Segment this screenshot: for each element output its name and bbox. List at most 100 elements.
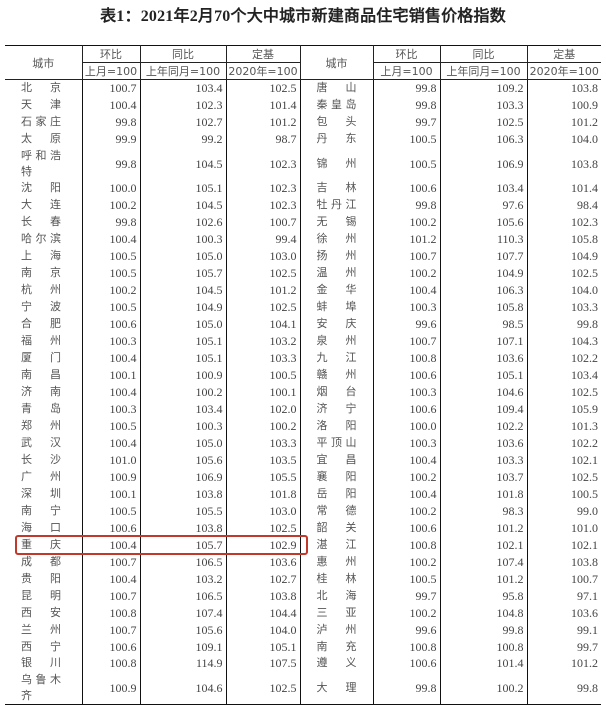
- city-name: 惠州: [316, 554, 357, 568]
- right-base-cell: 100.7: [526, 570, 601, 588]
- header-yoy: 同比: [439, 45, 528, 63]
- table-row: 深圳 100.1 103.8 101.8 岳阳 100.4 101.8 100.5: [5, 485, 601, 503]
- left-city-cell: 海口: [5, 519, 83, 537]
- left-base-cell: 100.1: [225, 383, 301, 401]
- right-mom-cell: 100.5: [372, 147, 441, 180]
- right-mom-cell: 100.2: [372, 502, 441, 520]
- left-mom-cell: 99.8: [81, 113, 141, 131]
- right-city-cell: 锦州: [299, 147, 374, 180]
- table-row: 长春 99.8 102.6 100.7 无锡 100.2 105.6 102.3: [5, 213, 601, 231]
- left-base-cell: 102.5: [225, 671, 301, 705]
- left-base-cell: 102.0: [225, 400, 301, 418]
- subheader-base: 2020年=100: [225, 62, 301, 80]
- left-city-cell: 长沙: [5, 451, 83, 469]
- right-base-cell: 102.1: [526, 451, 601, 469]
- table-row: 大连 100.2 104.5 102.3 牡丹江 99.8 97.6 98.4: [5, 196, 601, 214]
- left-city-cell: 西安: [5, 604, 83, 622]
- left-yoy-cell: 100.3: [139, 230, 227, 248]
- left-mom-cell: 100.9: [81, 671, 141, 705]
- right-base-cell: 101.2: [526, 113, 601, 131]
- left-mom-cell: 100.1: [81, 485, 141, 503]
- city-name: 北海: [316, 588, 357, 602]
- left-base-cell: 102.5: [225, 519, 301, 537]
- table-row: 武汉 100.4 105.0 103.3 平顶山 100.3 103.6 102.2: [5, 434, 601, 452]
- city-name: 扬州: [316, 249, 357, 263]
- table-row: 广州 100.9 106.9 105.5 襄阳 100.2 103.7 102.5: [5, 468, 601, 486]
- right-base-cell: 104.9: [526, 247, 601, 265]
- left-city-cell: 杭州: [5, 281, 83, 299]
- right-city-cell: 宜昌: [299, 451, 374, 469]
- left-base-cell: 100.2: [225, 417, 301, 435]
- left-city-cell: 南宁: [5, 502, 83, 520]
- left-city-cell: 哈尔滨: [5, 230, 83, 248]
- right-mom-cell: 100.6: [372, 366, 441, 384]
- left-base-cell: 102.3: [225, 196, 301, 214]
- table-row: 呼和浩特 99.8 104.5 102.3 锦州 100.5 106.9 103.8: [5, 147, 601, 180]
- left-city-cell: 厦门: [5, 349, 83, 367]
- city-name: 泸州: [316, 622, 357, 636]
- right-city-cell: 唐山: [299, 79, 374, 97]
- right-city-cell: 秦皇岛: [299, 96, 374, 114]
- left-base-cell: 102.9: [225, 536, 301, 554]
- right-yoy-cell: 98.5: [439, 315, 528, 333]
- left-city-cell: 昆明: [5, 587, 83, 605]
- left-mom-cell: 100.5: [81, 502, 141, 520]
- left-city-cell: 宁波: [5, 298, 83, 316]
- city-name: 金华: [316, 283, 357, 297]
- right-base-cell: 103.3: [526, 298, 601, 316]
- right-city-cell: 惠州: [299, 553, 374, 571]
- right-base-cell: 99.7: [526, 638, 601, 655]
- city-name: 常德: [316, 503, 357, 517]
- city-name: 南宁: [21, 503, 61, 517]
- table-row: 哈尔滨 100.4 100.3 99.4 徐州 101.2 110.3 105.8: [5, 230, 601, 248]
- city-name: 杭州: [21, 283, 61, 297]
- right-base-cell: 104.3: [526, 332, 601, 350]
- city-name: 上海: [21, 249, 61, 263]
- left-yoy-cell: 105.7: [139, 264, 227, 282]
- city-name: 昆明: [21, 588, 61, 602]
- right-city-cell: 济宁: [299, 400, 374, 418]
- right-yoy-cell: 106.3: [439, 130, 528, 148]
- left-yoy-cell: 109.1: [139, 638, 227, 655]
- left-mom-cell: 100.7: [81, 79, 141, 97]
- right-yoy-cell: 101.4: [439, 655, 528, 672]
- left-base-cell: 103.3: [225, 434, 301, 452]
- left-mom-cell: 100.4: [81, 536, 141, 554]
- city-name: 青岛: [21, 401, 61, 415]
- right-city-cell: 常德: [299, 502, 374, 520]
- right-city-cell: 泸州: [299, 621, 374, 639]
- city-name: 乌鲁木齐: [21, 672, 61, 702]
- right-mom-cell: 100.7: [372, 247, 441, 265]
- left-city-cell: 合肥: [5, 315, 83, 333]
- left-mom-cell: 100.8: [81, 604, 141, 622]
- city-name: 唐山: [316, 81, 357, 95]
- left-base-cell: 99.4: [225, 230, 301, 248]
- subheader-row: 上月=100 上年同月=100 2020年=100 上月=100 上年同月=10…: [5, 62, 601, 80]
- city-name: 襄阳: [316, 469, 357, 483]
- left-mom-cell: 100.4: [81, 96, 141, 114]
- left-mom-cell: 100.5: [81, 247, 141, 265]
- left-mom-cell: 99.8: [81, 213, 141, 231]
- right-base-cell: 102.3: [526, 213, 601, 231]
- right-yoy-cell: 102.2: [439, 417, 528, 435]
- left-mom-cell: 99.9: [81, 130, 141, 148]
- right-mom-cell: 100.7: [372, 332, 441, 350]
- left-yoy-cell: 104.9: [139, 298, 227, 316]
- right-base-cell: 99.1: [526, 621, 601, 639]
- header-base: 定基: [526, 45, 601, 63]
- left-city-cell: 广州: [5, 468, 83, 486]
- city-name: 海口: [21, 520, 61, 534]
- right-city-cell: 泉州: [299, 332, 374, 350]
- right-yoy-cell: 103.6: [439, 349, 528, 367]
- city-name: 三亚: [316, 605, 357, 619]
- city-name: 安庆: [316, 317, 357, 331]
- right-mom-cell: 99.7: [372, 113, 441, 131]
- right-yoy-cell: 107.1: [439, 332, 528, 350]
- right-yoy-cell: 101.2: [439, 519, 528, 537]
- right-mom-cell: 100.2: [372, 213, 441, 231]
- left-base-cell: 103.0: [225, 247, 301, 265]
- left-yoy-cell: 105.1: [139, 179, 227, 197]
- right-mom-cell: 100.2: [372, 553, 441, 571]
- table-row: 长沙 101.0 105.6 103.5 宜昌 100.4 103.3 102.1: [5, 451, 601, 469]
- right-city-cell: 烟台: [299, 383, 374, 401]
